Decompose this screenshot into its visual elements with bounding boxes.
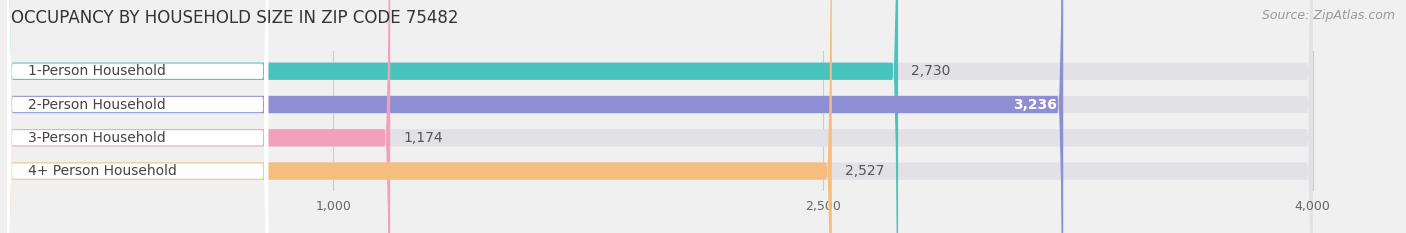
Text: 3-Person Household: 3-Person Household: [28, 131, 166, 145]
Text: 1-Person Household: 1-Person Household: [28, 64, 166, 78]
Text: 2-Person Household: 2-Person Household: [28, 98, 166, 112]
FancyBboxPatch shape: [7, 0, 391, 233]
Text: Source: ZipAtlas.com: Source: ZipAtlas.com: [1261, 9, 1395, 22]
Text: 4+ Person Household: 4+ Person Household: [28, 164, 177, 178]
FancyBboxPatch shape: [7, 0, 269, 233]
FancyBboxPatch shape: [7, 0, 269, 233]
Text: 1,174: 1,174: [404, 131, 443, 145]
Text: OCCUPANCY BY HOUSEHOLD SIZE IN ZIP CODE 75482: OCCUPANCY BY HOUSEHOLD SIZE IN ZIP CODE …: [11, 9, 458, 27]
FancyBboxPatch shape: [7, 0, 269, 233]
FancyBboxPatch shape: [7, 0, 898, 233]
Text: 2,527: 2,527: [845, 164, 884, 178]
Text: 3,236: 3,236: [1012, 98, 1057, 112]
FancyBboxPatch shape: [7, 0, 1313, 233]
Text: 2,730: 2,730: [911, 64, 950, 78]
FancyBboxPatch shape: [7, 0, 832, 233]
FancyBboxPatch shape: [7, 0, 1313, 233]
FancyBboxPatch shape: [7, 0, 1063, 233]
FancyBboxPatch shape: [7, 0, 1313, 233]
FancyBboxPatch shape: [7, 0, 1313, 233]
FancyBboxPatch shape: [7, 0, 269, 233]
